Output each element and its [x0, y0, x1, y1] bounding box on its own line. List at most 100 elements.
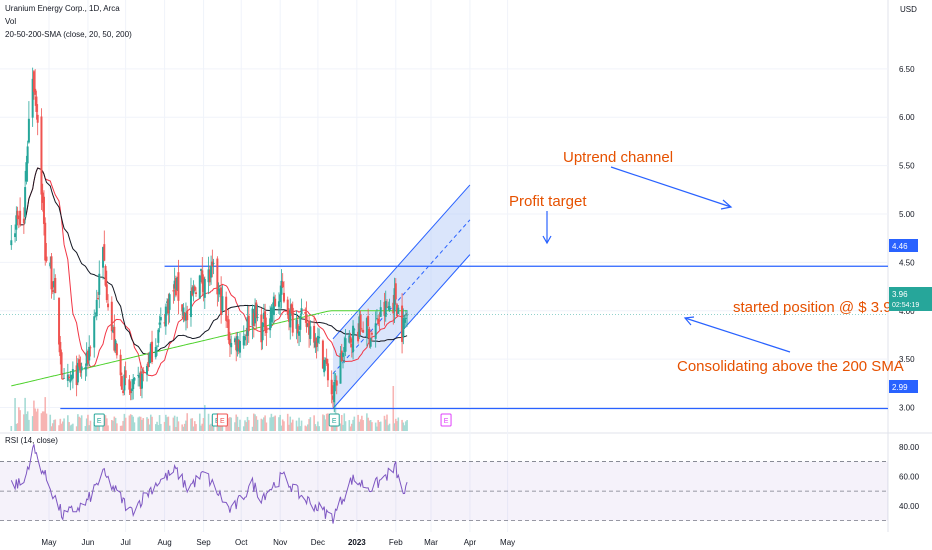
candle-body [394, 283, 397, 300]
candle-body [274, 298, 277, 306]
volume-bar [185, 420, 187, 431]
volume-bar [192, 426, 195, 431]
candle-body [86, 350, 89, 364]
candle-body [349, 336, 352, 343]
volume-bar [210, 423, 212, 431]
candle-body [22, 218, 25, 224]
volume-bar [137, 417, 140, 431]
uptrend-channel[interactable] [332, 184, 471, 409]
price-axis[interactable]: 6.50 6.00 5.50 5.00 4.50 4.00 3.50 3.00 80.00 60.… [899, 65, 920, 511]
time-axis[interactable]: May Jun Jul Aug Sep Oct Nov Dec 2023 Feb Mar Apr May [41, 538, 515, 547]
candle-body [34, 88, 37, 95]
volume-bar [361, 415, 363, 431]
volume-bar [314, 424, 317, 431]
volume-bar [219, 426, 221, 431]
volume-bar [300, 420, 303, 431]
candle-body [369, 337, 372, 347]
candle-body [103, 244, 106, 261]
candle-body [149, 343, 152, 359]
volume-bar [88, 425, 91, 431]
volume-bar [377, 420, 379, 431]
volume-bar [374, 422, 377, 431]
volume-bar [405, 421, 407, 431]
candle-body [324, 360, 327, 363]
candle-body [27, 118, 30, 143]
symbol-title[interactable]: Uranium Energy Corp., 1D, Arca [5, 4, 120, 13]
badge-support-label: 2.99 [892, 383, 908, 392]
volume-bar [281, 419, 284, 431]
candle-body [26, 146, 29, 164]
volume-bar [307, 424, 309, 431]
candle-body [132, 379, 135, 390]
candlesticks [0, 67, 888, 413]
volume-bar [383, 415, 386, 431]
candle-body [342, 352, 345, 357]
volume-bar [146, 417, 148, 431]
volume-bar [315, 426, 318, 431]
candle-body [63, 377, 66, 379]
candle-body [98, 273, 101, 295]
volume-bar [227, 418, 230, 431]
candle-body [233, 338, 236, 343]
candle-body [245, 335, 248, 337]
rsi-tick-0: 80.00 [899, 443, 920, 452]
candle-body [151, 341, 154, 362]
earnings-marker-icon[interactable] [216, 413, 228, 427]
volume-bar [367, 417, 369, 431]
volume-bar [358, 421, 361, 431]
candle-body [244, 336, 247, 341]
candle-body [84, 367, 87, 370]
rsi-line [10, 444, 408, 524]
time-tick-4: Sep [196, 538, 211, 547]
volume-bar [280, 425, 283, 431]
volume-bar [139, 416, 142, 431]
volume-bar [388, 423, 391, 431]
candle-body [159, 317, 162, 321]
volume-bar [379, 421, 382, 431]
volume-legend[interactable]: Vol [5, 17, 17, 26]
sma-legend[interactable]: 20-50-200-SMA (close, 20, 50, 200) [5, 30, 132, 39]
candle-body [113, 326, 116, 351]
volume-bar [157, 425, 160, 431]
volume-bar [352, 419, 354, 431]
candle-body [406, 314, 409, 316]
volume-bar [84, 426, 87, 431]
volume-bar [317, 421, 319, 431]
volume-bar [31, 416, 34, 431]
channel-upper-line[interactable] [332, 184, 471, 340]
earnings-marker-icon[interactable] [93, 413, 105, 427]
volume-bar [176, 416, 178, 431]
volume-bar [362, 420, 364, 431]
earnings-marker-icon[interactable] [328, 413, 340, 427]
candle-body [299, 315, 302, 330]
horizontal-levels[interactable] [60, 265, 888, 410]
earnings-markers[interactable]: EEEEE [93, 413, 452, 427]
time-tick-5: Oct [235, 538, 248, 547]
volume-bar [113, 416, 116, 431]
price-tick-4: 4.50 [899, 258, 915, 267]
volume-bar [242, 426, 245, 431]
volume-bar [200, 425, 202, 431]
candle-body [385, 306, 388, 308]
candle-body [211, 261, 214, 267]
candle-body [166, 301, 169, 303]
candle-body [93, 316, 96, 348]
candle-body [306, 324, 309, 326]
volume-bar [10, 425, 13, 431]
time-tick-1: Jun [81, 538, 94, 547]
currency-label: USD [900, 5, 917, 14]
candle-body [66, 374, 69, 381]
volume-bar [296, 426, 299, 431]
volume-bar [160, 423, 162, 431]
volume-bar [129, 414, 132, 431]
candle-body [236, 336, 239, 352]
volume-bar [102, 425, 104, 431]
candle-body [183, 312, 186, 321]
volume-bar [288, 424, 290, 431]
volume-bar [305, 426, 308, 431]
volume-bar [254, 414, 256, 431]
volume-bar [353, 416, 356, 431]
earnings-marker-icon[interactable] [440, 413, 452, 427]
volume-bar [283, 421, 285, 431]
